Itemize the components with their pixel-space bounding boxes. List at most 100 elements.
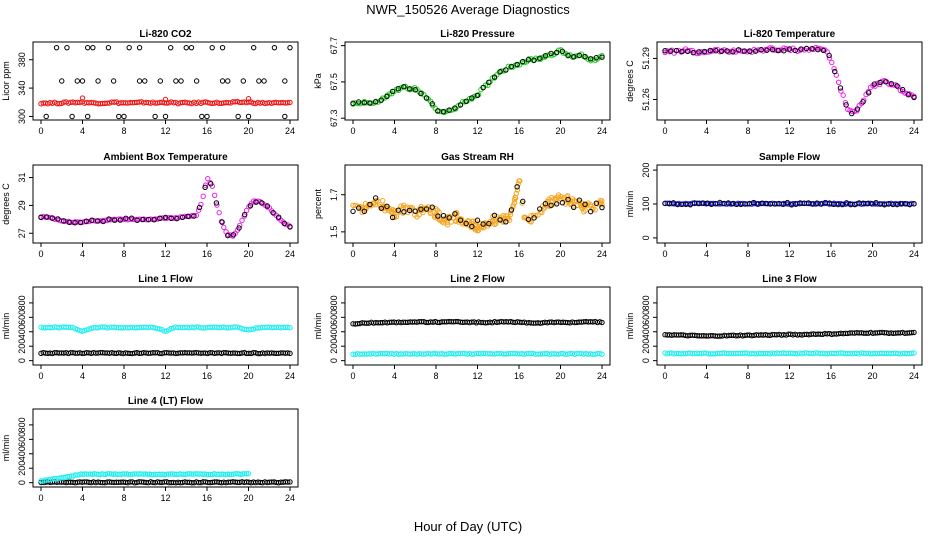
data-point [114, 471, 120, 478]
data-point [843, 102, 849, 108]
data-point [904, 90, 910, 97]
data-point [389, 214, 396, 221]
data-point [427, 209, 433, 215]
data-point [713, 48, 719, 54]
panel-li-820-pressure-title: Li-820 Pressure [440, 29, 515, 40]
panel-sample-flow-ytick-label: 100 [641, 196, 651, 211]
data-point [384, 93, 390, 100]
panel-sample-flow-xtick-label: 24 [909, 249, 919, 259]
data-point [64, 473, 71, 480]
data-point [136, 44, 143, 51]
data-point [487, 220, 494, 227]
panel-sample-flow-xtick-label: 16 [826, 249, 836, 259]
data-point [105, 44, 112, 51]
data-point [38, 214, 44, 221]
panel-li-820-pressure: Li-820 Pressure kPa 0 4 8 12 16 20 24 67.3 67.5 67.… [313, 29, 611, 136]
panel-line-1-flow-xtick-label: 20 [243, 371, 253, 381]
data-point [406, 86, 413, 92]
data-point [125, 471, 132, 478]
data-point [287, 325, 293, 331]
data-point [400, 202, 407, 208]
data-point [204, 113, 210, 120]
data-point [730, 49, 736, 55]
data-point [792, 47, 798, 54]
data-point [599, 198, 605, 204]
panel-line-1-flow-xtick-label: 0 [38, 371, 43, 381]
data-point [826, 52, 832, 59]
data-point [162, 113, 169, 120]
panel-line-1-flow-xtick-label: 16 [202, 371, 212, 381]
data-point [463, 220, 469, 227]
data-point [809, 46, 815, 52]
panel-gas-stream-rh: Gas Stream RH percent 0 4 8 12 16 20 24 1.5 1.7 [313, 152, 611, 259]
data-point [83, 218, 89, 224]
panel-line-2-flow-title: Line 2 Flow [450, 274, 505, 285]
data-point [724, 48, 730, 54]
data-point [135, 471, 141, 477]
data-point [829, 59, 835, 66]
data-point [45, 476, 52, 483]
data-point [224, 471, 231, 477]
panel-line-1-flow-xtick-label: 8 [121, 371, 126, 381]
data-point [565, 52, 571, 59]
panel-line-4-lt-flow-xtick-label: 12 [160, 493, 170, 503]
data-point [101, 471, 107, 477]
data-point [196, 471, 202, 477]
data-point [72, 472, 78, 478]
data-point [225, 232, 231, 239]
data-point [582, 53, 588, 60]
panel-ambient-box-temperature-ylabel: degrees C [1, 183, 11, 225]
panel-line-4-lt-flow-xtick-label: 24 [285, 493, 295, 503]
data-point [221, 471, 227, 477]
data-point [474, 225, 480, 231]
data-point [565, 196, 571, 203]
panel-ambient-box-temperature-frame [32, 164, 299, 244]
figure-title: NWR_150526 Average Diagnostics [366, 2, 570, 17]
data-point [230, 232, 237, 238]
data-point [367, 201, 373, 208]
panel-line-1-flow-ytick-label: 0 [17, 358, 27, 363]
panel-li-820-pressure-series-pressure [350, 47, 605, 116]
data-point [253, 199, 259, 205]
data-point [219, 219, 225, 225]
data-point [162, 214, 169, 221]
data-point [49, 476, 56, 482]
data-point [539, 54, 546, 61]
panel-sample-flow-xtick-label: 12 [784, 249, 794, 259]
data-point [593, 55, 600, 61]
data-point [188, 44, 195, 51]
panel-line-3-flow-xtick-label: 20 [867, 371, 877, 381]
data-point [285, 350, 291, 356]
data-point [151, 216, 157, 223]
data-point [803, 45, 810, 52]
data-point [469, 223, 475, 230]
data-point [72, 220, 78, 226]
panel-line-1-flow-xtick-label: 4 [80, 371, 85, 381]
panel-line-2-flow-ytick-label: 600 [329, 310, 339, 325]
panel-line-4-lt-flow-ytick-label: 0 [17, 480, 27, 485]
data-point [287, 350, 293, 357]
data-point [202, 184, 208, 190]
data-point [165, 471, 172, 477]
data-point [178, 78, 184, 84]
data-point [259, 200, 265, 206]
panel-line-4-lt-flow-ytick-label: 600 [17, 432, 27, 447]
panel-line-3-flow: Line 3 Flow ml/min 0 4 8 12 16 20 24 0 20040060080… [625, 274, 923, 381]
panel-line-4-lt-flow-xtick-label: 0 [38, 493, 43, 503]
data-point [372, 99, 379, 105]
panel-line-4-lt-flow-series-spikes [38, 470, 252, 484]
data-point [431, 214, 438, 220]
data-point [514, 184, 520, 190]
data-point [469, 95, 475, 101]
data-point [781, 45, 787, 51]
data-point [574, 53, 580, 59]
data-point [444, 222, 451, 228]
panel-li-820-temperature-xtick-label: 0 [662, 126, 667, 136]
data-point [378, 97, 384, 103]
data-point [378, 205, 384, 211]
panel-line-3-flow-ylabel: ml/min [625, 313, 635, 340]
data-point [59, 78, 65, 84]
data-point [493, 220, 499, 227]
panel-line-4-lt-flow-ytick-label: 200 [17, 461, 27, 476]
data-point [531, 57, 537, 63]
